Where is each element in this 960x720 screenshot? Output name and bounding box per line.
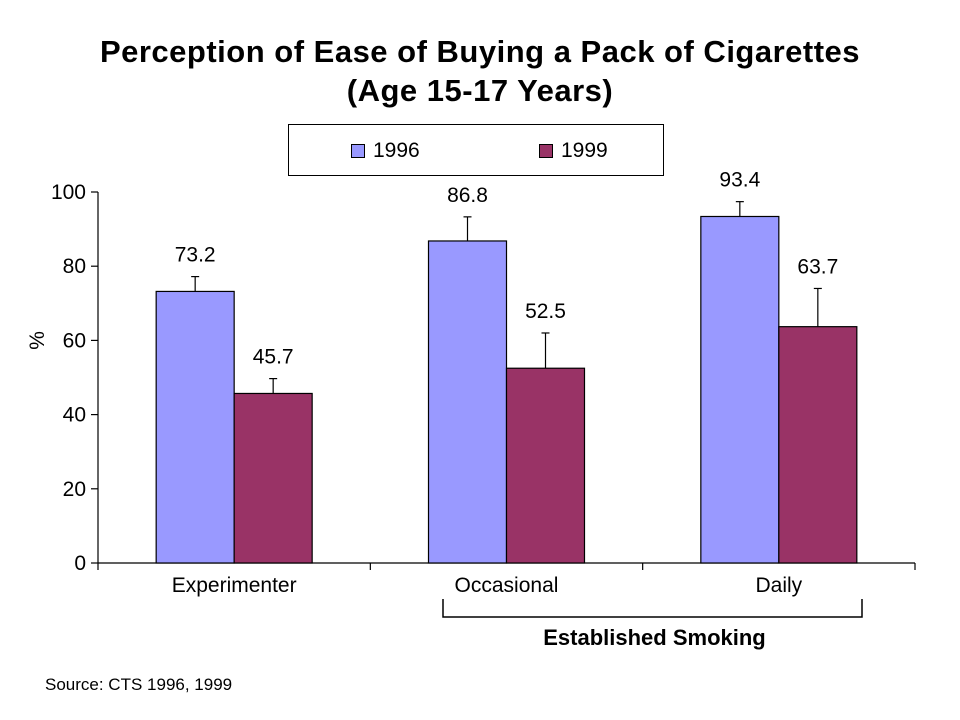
data-label-1999-experimenter: 45.7 bbox=[253, 346, 294, 369]
data-label-1999-daily: 63.7 bbox=[797, 255, 838, 278]
y-tick-label-0: 0 bbox=[74, 552, 86, 575]
data-label-1996-daily: 93.4 bbox=[719, 169, 760, 192]
y-tick-label-80: 80 bbox=[63, 255, 86, 278]
data-label-1999-occasional: 52.5 bbox=[525, 300, 566, 323]
bar-1996-experimenter bbox=[155, 290, 235, 564]
bar-1996-daily bbox=[700, 215, 780, 564]
x-tick-label-occasional: Occasional bbox=[455, 574, 559, 597]
data-label-1996-occasional: 86.8 bbox=[447, 184, 488, 207]
legend: 1996 1999 bbox=[288, 124, 664, 176]
y-tick-label-100: 100 bbox=[51, 181, 86, 204]
x-tick-label-experimenter: Experimenter bbox=[172, 574, 297, 597]
bar-1996-occasional bbox=[427, 240, 508, 564]
chart-title: Perception of Ease of Buying a Pack of C… bbox=[99, 34, 861, 69]
legend-swatch-1996 bbox=[351, 144, 365, 158]
legend-label-1999: 1999 bbox=[561, 139, 608, 162]
group-label: Established Smoking bbox=[543, 625, 766, 650]
legend-label-1996: 1996 bbox=[373, 139, 420, 162]
y-tick-label-40: 40 bbox=[63, 404, 86, 427]
x-tick-label-daily: Daily bbox=[755, 574, 802, 597]
group-bracket bbox=[442, 599, 863, 618]
bar-1999-daily bbox=[778, 326, 858, 564]
y-tick-label-60: 60 bbox=[63, 329, 86, 352]
source-note: Source: CTS 1996, 1999 bbox=[45, 675, 233, 694]
data-label-1996-experimenter: 73.2 bbox=[175, 244, 216, 267]
y-tick-label-20: 20 bbox=[63, 478, 86, 501]
legend-swatch-1999 bbox=[539, 144, 553, 158]
legend-item-1999: 1999 bbox=[539, 139, 608, 163]
bar-1999-experimenter bbox=[233, 392, 313, 564]
chart-subtitle: (Age 15-17 Years) bbox=[346, 73, 614, 108]
bar-1999-occasional bbox=[505, 367, 586, 564]
y-axis-label: % bbox=[26, 331, 49, 350]
legend-item-1996: 1996 bbox=[351, 139, 420, 163]
